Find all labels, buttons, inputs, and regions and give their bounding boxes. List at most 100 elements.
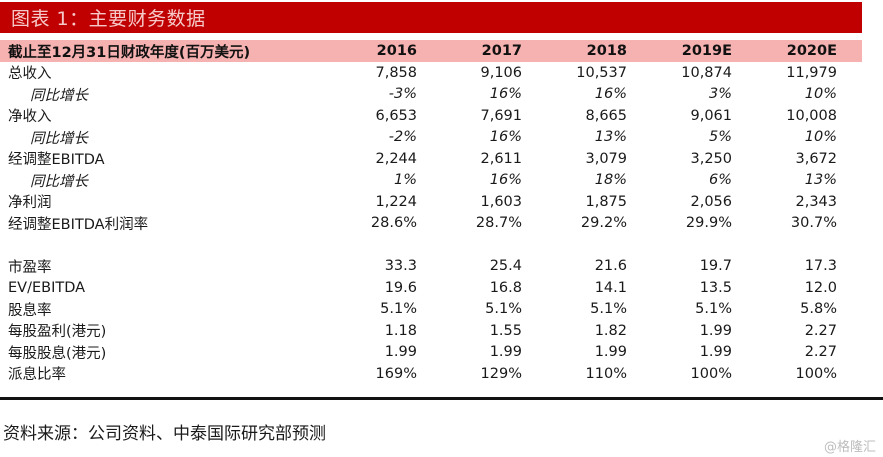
row-value: -2% — [388, 129, 417, 146]
row-value: 5.1% — [380, 301, 417, 318]
row-value: 19.7 — [699, 258, 732, 275]
row-value: 8,665 — [585, 107, 627, 124]
row-value: 129% — [480, 365, 522, 382]
table-header-year: 2018 — [586, 43, 627, 59]
table-row: 同比增长 -3% 16% 16% 3% 10% — [0, 84, 862, 106]
row-value: 2.27 — [804, 322, 837, 339]
row-value: 12.0 — [804, 279, 837, 296]
table-row: 经调整EBITDA利润率 28.6% 28.7% 29.2% 29.9% 30.7% — [0, 213, 862, 235]
row-value: 1,603 — [480, 193, 522, 210]
row-value: 6,653 — [375, 107, 417, 124]
row-value: 5.1% — [485, 301, 522, 318]
row-value: 1.99 — [384, 344, 417, 361]
row-value: 1.18 — [384, 322, 417, 339]
row-value: 1,224 — [375, 193, 417, 210]
row-value: 21.6 — [594, 258, 627, 275]
row-value: 7,691 — [480, 107, 522, 124]
row-value: 7,858 — [375, 64, 417, 81]
row-value: 5.1% — [695, 301, 732, 318]
row-value: 1.99 — [594, 344, 627, 361]
row-value: 3,672 — [795, 150, 837, 167]
row-label: 净利润 — [8, 195, 52, 212]
row-value: 3,250 — [690, 150, 732, 167]
footer-divider — [0, 397, 883, 400]
row-label: 同比增长 — [30, 130, 88, 147]
row-value: 16% — [489, 86, 522, 103]
row-value: 18% — [594, 172, 627, 189]
row-value: 30.7% — [790, 215, 837, 232]
row-label: 每股股息(港元) — [8, 345, 107, 362]
row-value: 1.82 — [594, 322, 627, 339]
row-value: 13% — [804, 172, 837, 189]
row-value: -3% — [388, 86, 417, 103]
row-value: 29.2% — [580, 215, 627, 232]
row-label: 股息率 — [8, 302, 52, 319]
row-value: 2.27 — [804, 344, 837, 361]
table-row: 净利润 1,224 1,603 1,875 2,056 2,343 — [0, 191, 862, 213]
row-value: 1% — [393, 172, 417, 189]
row-value: 169% — [375, 365, 417, 382]
row-value: 9,061 — [690, 107, 732, 124]
row-value: 13.5 — [699, 279, 732, 296]
row-label: 每股盈利(港元) — [8, 324, 107, 341]
figure-title: 图表 1：主要财务数据 — [11, 8, 206, 30]
row-value: 25.4 — [489, 258, 522, 275]
table-header-year: 2019E — [681, 43, 732, 59]
table-row: 同比增长 -2% 16% 13% 5% 10% — [0, 127, 862, 149]
row-value: 9,106 — [480, 64, 522, 81]
table-header-year: 2017 — [481, 43, 522, 59]
row-value: 2,611 — [480, 150, 522, 167]
row-value: 110% — [585, 365, 627, 382]
row-value: 2,343 — [795, 193, 837, 210]
row-value: 1.99 — [699, 344, 732, 361]
row-label: 同比增长 — [30, 87, 88, 104]
row-value: 1.99 — [699, 322, 732, 339]
row-value: 14.1 — [594, 279, 627, 296]
table-row: 派息比率 169% 129% 110% 100% 100% — [0, 363, 862, 385]
row-value: 16% — [594, 86, 627, 103]
row-value: 10,874 — [681, 64, 732, 81]
row-value: 1.55 — [489, 322, 522, 339]
row-label: 经调整EBITDA — [8, 152, 105, 169]
row-value: 11,979 — [786, 64, 837, 81]
table-header-year: 2016 — [376, 43, 417, 59]
table-row: 股息率 5.1% 5.1% 5.1% 5.1% 5.8% — [0, 299, 862, 321]
row-label: 市盈率 — [8, 259, 52, 276]
financial-table: 截止至12月31日财政年度(百万美元) 2016 2017 2018 2019E… — [0, 40, 862, 385]
row-label: 经调整EBITDA利润率 — [8, 216, 149, 233]
row-value: 28.6% — [370, 215, 417, 232]
row-value: 5.8% — [800, 301, 837, 318]
row-value: 2,056 — [690, 193, 732, 210]
watermark-gelonghui: @格隆汇 — [823, 440, 876, 455]
row-value: 16% — [489, 129, 522, 146]
row-value: 3% — [708, 86, 732, 103]
row-value: 17.3 — [804, 258, 837, 275]
row-label: 净收入 — [8, 109, 52, 126]
row-label: 派息比率 — [8, 367, 66, 384]
table-row: 同比增长 1% 16% 18% 6% 13% — [0, 170, 862, 192]
row-value: 16.8 — [489, 279, 522, 296]
row-value: 33.3 — [384, 258, 417, 275]
row-value: 3,079 — [585, 150, 627, 167]
row-label: EV/EBITDA — [8, 279, 86, 296]
row-value: 28.7% — [475, 215, 522, 232]
row-value: 10,537 — [576, 64, 627, 81]
table-row: 经调整EBITDA 2,244 2,611 3,079 3,250 3,672 — [0, 148, 862, 170]
row-value: 10% — [804, 129, 837, 146]
table-header-label: 截止至12月31日财政年度(百万美元) — [8, 44, 251, 61]
figure-title-bar: 图表 1：主要财务数据 — [0, 2, 862, 33]
row-value: 1,875 — [585, 193, 627, 210]
source-note: 资料来源：公司资料、中泰国际研究部预测 — [3, 424, 326, 444]
row-value: 13% — [594, 129, 627, 146]
table-row: 净收入 6,653 7,691 8,665 9,061 10,008 — [0, 105, 862, 127]
row-value: 16% — [489, 172, 522, 189]
table-row: 总收入 7,858 9,106 10,537 10,874 11,979 — [0, 62, 862, 84]
table-row: EV/EBITDA 19.6 16.8 14.1 13.5 12.0 — [0, 277, 862, 299]
table-row: 每股股息(港元) 1.99 1.99 1.99 1.99 2.27 — [0, 342, 862, 364]
row-value: 19.6 — [384, 279, 417, 296]
row-value: 2,244 — [375, 150, 417, 167]
row-label: 同比增长 — [30, 173, 88, 190]
table-row: 市盈率 33.3 25.4 21.6 19.7 17.3 — [0, 256, 862, 278]
row-value: 10% — [804, 86, 837, 103]
table-header-row: 截止至12月31日财政年度(百万美元) 2016 2017 2018 2019E… — [0, 40, 862, 62]
